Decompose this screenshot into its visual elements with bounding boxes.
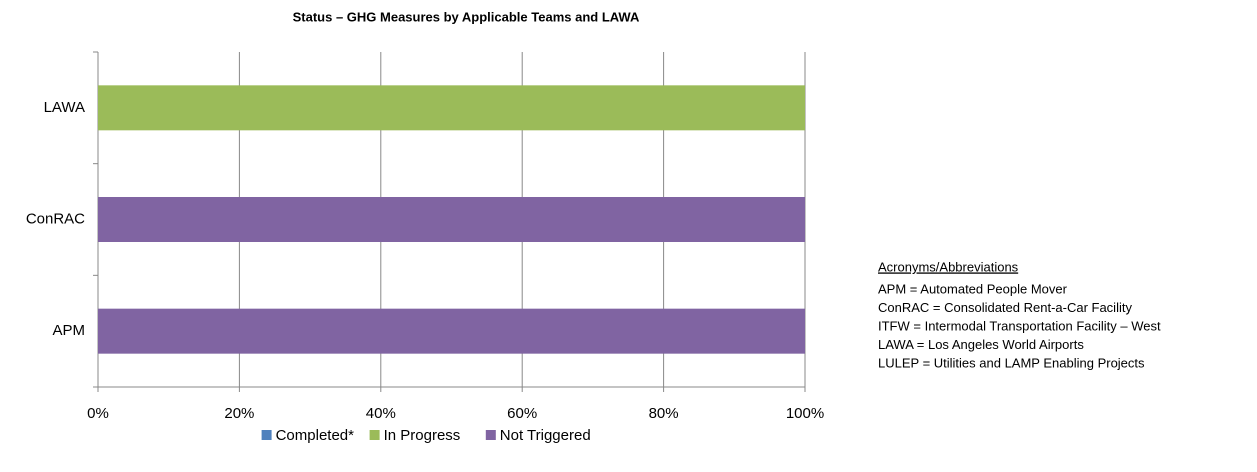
y-tick-label: ConRAC <box>26 210 85 227</box>
x-tick-label: 20% <box>224 405 254 422</box>
annotation-line: LAWA = Los Angeles World Airports <box>878 337 1084 352</box>
legend-swatch <box>485 430 496 440</box>
legend-swatch <box>261 430 272 440</box>
legend-label: Completed* <box>276 427 355 444</box>
annotation-line: ConRAC = Consolidated Rent-a-Car Facilit… <box>878 300 1132 315</box>
x-tick-label: 60% <box>507 405 537 422</box>
y-tick-label: LAWA <box>44 99 85 116</box>
annotation-title: Acronyms/Abbreviations <box>878 259 1019 274</box>
x-tick-label: 80% <box>649 405 679 422</box>
chart-title: Status – GHG Measures by Applicable Team… <box>293 9 640 24</box>
x-tick-label: 40% <box>366 405 396 422</box>
annotation-line: LULEP = Utilities and LAMP Enabling Proj… <box>878 355 1145 370</box>
x-tick-label: 100% <box>786 405 824 422</box>
bar-segment <box>98 85 805 131</box>
bar-segment <box>98 308 805 354</box>
x-tick-label: 0% <box>87 405 109 422</box>
annotation-line: ITFW = Intermodal Transportation Facilit… <box>878 318 1161 333</box>
legend-swatch <box>369 430 380 440</box>
y-tick-label: APM <box>52 322 85 339</box>
legend-label: Not Triggered <box>500 427 591 444</box>
bar-segment <box>98 197 805 242</box>
legend-label: In Progress <box>384 427 461 444</box>
annotation-line: APM = Automated People Mover <box>878 281 1068 296</box>
